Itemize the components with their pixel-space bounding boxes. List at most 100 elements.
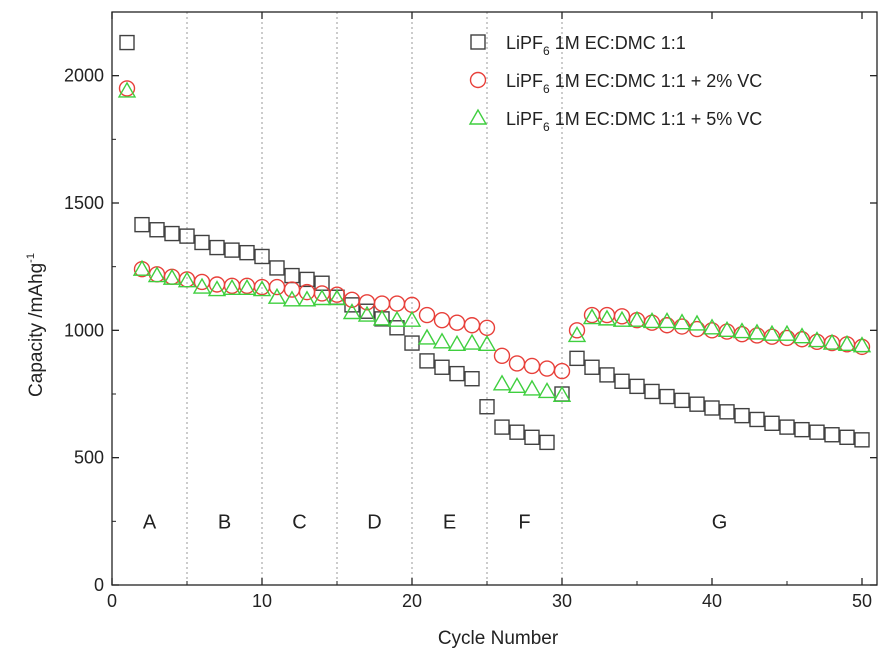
data-point — [629, 378, 645, 395]
legend-label-subscript: 6 — [543, 82, 550, 96]
data-point — [568, 322, 586, 339]
data-point — [567, 326, 587, 343]
data-point — [419, 353, 435, 369]
data-point — [687, 314, 707, 331]
data-point — [569, 350, 585, 367]
data-point — [357, 305, 377, 322]
data-point — [644, 383, 660, 400]
data-point — [837, 334, 857, 352]
data-point — [254, 248, 270, 265]
data-point — [762, 324, 782, 341]
data-point — [839, 429, 855, 445]
data-point — [807, 331, 827, 348]
data-point — [492, 374, 512, 391]
section-dividers — [186, 12, 563, 585]
data-point — [267, 287, 287, 304]
data-point — [387, 310, 407, 327]
data-point — [389, 320, 405, 336]
data-point — [433, 311, 451, 329]
data-point — [657, 312, 677, 329]
y-tick-label: 1000 — [64, 320, 104, 340]
data-point — [508, 355, 526, 372]
data-point — [402, 310, 422, 327]
data-point — [359, 303, 375, 319]
data-point — [582, 308, 602, 325]
data-point — [192, 277, 212, 294]
y-tick-label: 0 — [94, 575, 104, 595]
data-point — [134, 216, 150, 233]
data-point — [552, 385, 572, 402]
data-point — [162, 268, 182, 285]
data-point — [779, 419, 795, 435]
data-point — [509, 424, 525, 440]
data-point — [809, 424, 825, 440]
data-point — [764, 415, 780, 431]
legend-label-text: 1M EC:DMC 1:1 + 2% VC — [550, 71, 763, 91]
series-triangle — [117, 81, 872, 402]
data-point — [148, 266, 166, 283]
data-point — [177, 271, 197, 288]
data-point — [178, 271, 196, 288]
data-point — [674, 392, 690, 409]
x-tick-label: 20 — [402, 591, 422, 611]
data-point — [792, 327, 812, 344]
data-point — [149, 222, 165, 238]
data-point — [522, 379, 542, 396]
legend-marker — [468, 108, 488, 125]
data-point — [342, 303, 362, 320]
data-point — [432, 332, 452, 349]
data-point — [312, 289, 332, 306]
data-point — [824, 427, 840, 443]
region-label: F — [518, 511, 530, 533]
data-point — [523, 357, 541, 375]
legend-label-text: LiPF — [506, 109, 543, 129]
data-point — [734, 407, 750, 424]
data-point — [434, 359, 450, 375]
legend-label: LiPF6 1M EC:DMC 1:1 + 2% VC — [506, 71, 762, 96]
data-point — [447, 334, 467, 352]
data-point — [854, 432, 870, 448]
x-axis-title: Cycle Number — [438, 628, 559, 649]
data-point — [449, 365, 465, 382]
data-point — [599, 367, 615, 383]
data-point — [179, 228, 195, 244]
data-point — [689, 396, 705, 412]
data-point — [237, 278, 257, 296]
region-label: G — [712, 511, 728, 533]
legend-label-text: LiPF — [506, 71, 543, 91]
plot-frame — [111, 11, 878, 586]
data-point — [209, 239, 225, 256]
x-tick-label: 50 — [852, 591, 872, 611]
data-point — [328, 286, 346, 303]
data-point — [464, 371, 480, 387]
region-label: C — [292, 511, 306, 533]
data-point — [658, 317, 676, 334]
x-tick-label: 10 — [252, 591, 272, 611]
series-square — [119, 34, 870, 451]
x-tick-label: 30 — [552, 591, 572, 611]
data-point — [613, 308, 631, 325]
data-point — [537, 382, 557, 399]
data-point — [194, 234, 210, 251]
data-point — [327, 289, 347, 306]
legend-label: LiPF6 1M EC:DMC 1:1 — [506, 33, 686, 58]
data-point — [284, 267, 300, 284]
data-point — [612, 310, 632, 327]
data-point — [239, 244, 255, 261]
data-point — [283, 281, 301, 298]
y-tick-label: 500 — [74, 448, 104, 468]
data-point — [614, 373, 630, 389]
data-point — [147, 266, 167, 283]
legend-label-text: 1M EC:DMC 1:1 + 5% VC — [550, 109, 763, 129]
data-point — [553, 362, 571, 380]
data-point — [448, 314, 466, 331]
data-point — [778, 329, 796, 347]
data-point — [224, 242, 240, 258]
data-point — [463, 317, 481, 334]
region-label: D — [367, 511, 381, 533]
data-point — [494, 419, 510, 435]
legend-label-text: LiPF — [506, 33, 543, 53]
legend-label-subscript: 6 — [543, 44, 550, 58]
